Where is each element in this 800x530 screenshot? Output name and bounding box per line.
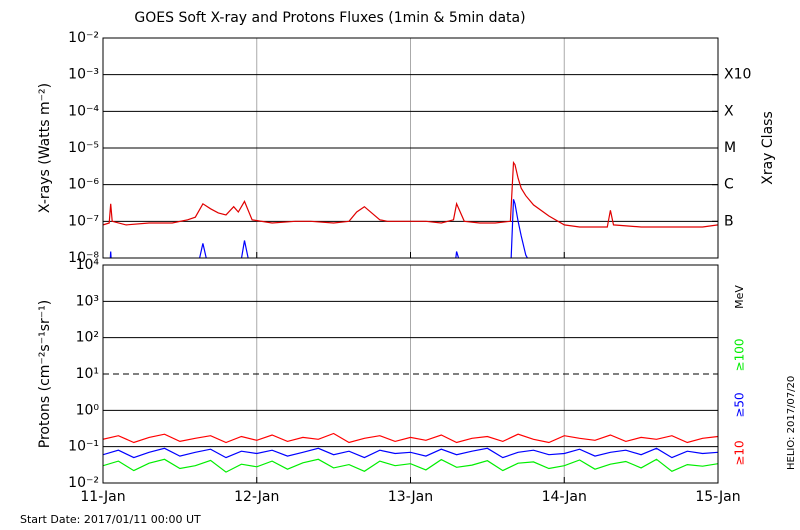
y-tick-label: 10⁻⁸ xyxy=(68,250,99,266)
plot-frame xyxy=(102,264,719,484)
y-tick-label: 10⁻⁶ xyxy=(68,177,99,193)
y-tick-label: 10⁻⁵ xyxy=(68,140,99,156)
y2-tick-label: M xyxy=(724,140,736,156)
legend-entry: ≥50 xyxy=(733,392,747,417)
y2-tick-label: X xyxy=(724,103,734,119)
y-tick-label: 10⁴ xyxy=(76,257,100,273)
series-line xyxy=(103,458,718,473)
x-tick-label: 12-Jan xyxy=(234,489,279,505)
x-tick-label: 11-Jan xyxy=(80,489,125,505)
x-tick-label: 13-Jan xyxy=(388,489,433,505)
series-line xyxy=(103,432,718,444)
y-axis-label: X-rays (Watts m⁻²) xyxy=(37,83,53,213)
y2-tick-label: X10 xyxy=(724,67,751,83)
y2-tick-label: B xyxy=(724,213,734,229)
y-tick-label: 10⁻⁴ xyxy=(68,103,99,119)
y-tick-label: 10⁻² xyxy=(68,475,99,491)
chart-title: GOES Soft X-ray and Protons Fluxes (1min… xyxy=(134,10,525,26)
y-tick-label: 10¹ xyxy=(76,366,99,382)
x-tick-label: 15-Jan xyxy=(695,489,740,505)
y-tick-label: 10⁻² xyxy=(68,30,99,46)
series-line xyxy=(109,199,529,258)
legend-title: MeV xyxy=(733,285,746,309)
series-line xyxy=(103,160,718,228)
y2-tick-label: C xyxy=(724,177,734,193)
legend-entry: ≥10 xyxy=(733,440,747,465)
plot-area xyxy=(103,160,718,258)
legend-entry: ≥100 xyxy=(733,339,747,372)
x-tick-label: 14-Jan xyxy=(542,489,587,505)
y2-axis-label: Xray Class xyxy=(760,111,776,185)
y-tick-label: 10³ xyxy=(76,293,99,309)
start-date: Start Date: 2017/01/11 00:00 UT xyxy=(20,513,201,526)
y-tick-label: 10⁻³ xyxy=(68,67,99,83)
series-line xyxy=(103,447,718,459)
plot-area xyxy=(103,432,718,473)
credit: HELIO: 2017/07/20 xyxy=(786,376,797,470)
y-tick-label: 10² xyxy=(76,330,99,346)
y-tick-label: 10⁻¹ xyxy=(68,439,99,455)
y-tick-label: 10⁰ xyxy=(76,402,100,418)
plot-frame xyxy=(102,37,719,259)
y-axis-label: Protons (cm⁻²s⁻¹sr⁻¹) xyxy=(37,300,53,449)
y-tick-label: 10⁻⁷ xyxy=(68,213,99,229)
